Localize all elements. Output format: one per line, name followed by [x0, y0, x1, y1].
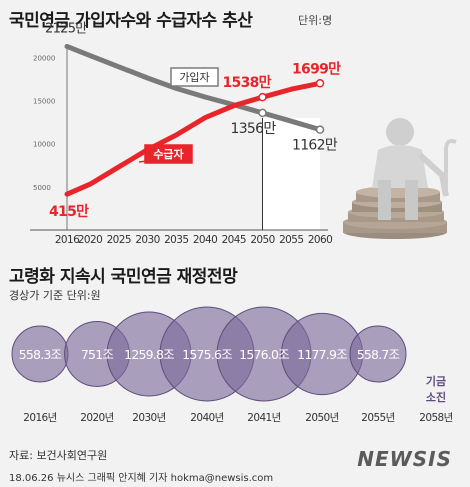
- x-tick-label: 2025: [107, 234, 131, 246]
- x-tick-label: 2030: [135, 234, 159, 246]
- x-tick-label: 2045: [222, 234, 246, 246]
- data-point-marker: [315, 79, 325, 88]
- y-tick-label: 5000: [33, 184, 51, 192]
- data-point-marker: [258, 108, 267, 118]
- bubble-category-label: 2030년: [132, 412, 165, 424]
- bubble-value-label: 1259.8조: [124, 347, 174, 362]
- bubble-category-label: 2041년: [247, 412, 280, 424]
- bubble-chart-bubbles: 558.3조 2016년 751조 2020년 1259.8조 2030년 1575.6조 2…: [11, 306, 453, 424]
- credit-line: 18.06.26 뉴시스 그래픽 안지혜 기자 hokma@newsis.com: [9, 473, 274, 484]
- source-note: 자료: 보건사회연구원: [9, 449, 108, 462]
- x-tick-label: 2055: [279, 234, 303, 246]
- bubble-chart-title: 고령화 지속시 국민연금 재정전망: [9, 267, 238, 287]
- series-line-subscribers: [64, 43, 323, 133]
- data-point-marker: [258, 92, 267, 102]
- y-tick-label: 20000: [33, 54, 55, 62]
- legend-label: 수급자: [153, 147, 184, 161]
- bubble-value-label: 558.7조: [357, 347, 400, 362]
- data-point-marker: [315, 125, 325, 134]
- series-tag-pointer: [156, 82, 171, 87]
- x-tick-label: 2060: [308, 234, 332, 246]
- x-tick-label: 2016: [55, 234, 80, 246]
- bubble-chart: 558.3조 2016년 751조 2020년 1259.8조 2030년 1575.6조 2…: [11, 306, 453, 424]
- data-label: 415만: [49, 204, 89, 220]
- bubble-value-label: 1177.9조: [297, 347, 347, 362]
- fund-exhausted-label: 소진: [426, 390, 446, 404]
- data-label: 1699만: [292, 61, 341, 77]
- bubble-value-label: 1575.6조: [182, 347, 232, 362]
- data-label: 1538만: [223, 75, 272, 91]
- bubble-2055년: [349, 325, 407, 383]
- x-tick-label: 2050: [250, 234, 274, 246]
- line-chart-unit: 단위:명: [298, 14, 333, 27]
- fund-exhausted-label: 기금: [426, 374, 446, 388]
- bubble-category-label: 2020년: [80, 412, 113, 424]
- elderly-on-coins-illustration: [343, 118, 457, 239]
- bubble-value-label: 558.3조: [19, 347, 62, 362]
- legend-label: 가입자: [179, 71, 209, 84]
- line-chart-title: 국민연금 가입자수와 수급자수 추산: [9, 11, 253, 31]
- data-label: 1356만: [231, 121, 277, 137]
- newsis-logo: NEWSIS: [357, 447, 452, 471]
- series-line-recipients: [64, 80, 323, 197]
- bubble-category-label: 2016년: [23, 412, 56, 424]
- bubble-category-label: 2055년: [361, 412, 394, 424]
- x-tick-label: 2035: [164, 234, 188, 246]
- bubble-chart-subtitle: 경상가 기준 단위:원: [9, 289, 101, 302]
- highlight-band: [262, 118, 320, 230]
- bubble-category-label: 2040년: [190, 412, 223, 424]
- x-tick-label: 2040: [193, 234, 217, 246]
- bubble-value-label: 1576.0조: [239, 347, 289, 362]
- series-tag-box: [144, 144, 193, 164]
- x-tick-label: 2020: [78, 234, 102, 246]
- bubble-category-label: 2050년: [305, 412, 338, 424]
- y-tick-label: 15000: [33, 97, 55, 105]
- y-tick-label: 10000: [33, 141, 55, 149]
- data-label: 2125만: [45, 21, 87, 36]
- line-chart-annotations: 2125만 1356만 1162만 415만 1538만 1699만: [45, 21, 342, 220]
- bubble-category-label: 2058년: [419, 412, 452, 424]
- bubble-value-label: 751조: [81, 347, 113, 362]
- data-label: 1162만: [292, 138, 338, 154]
- series-tag-box: [170, 67, 219, 87]
